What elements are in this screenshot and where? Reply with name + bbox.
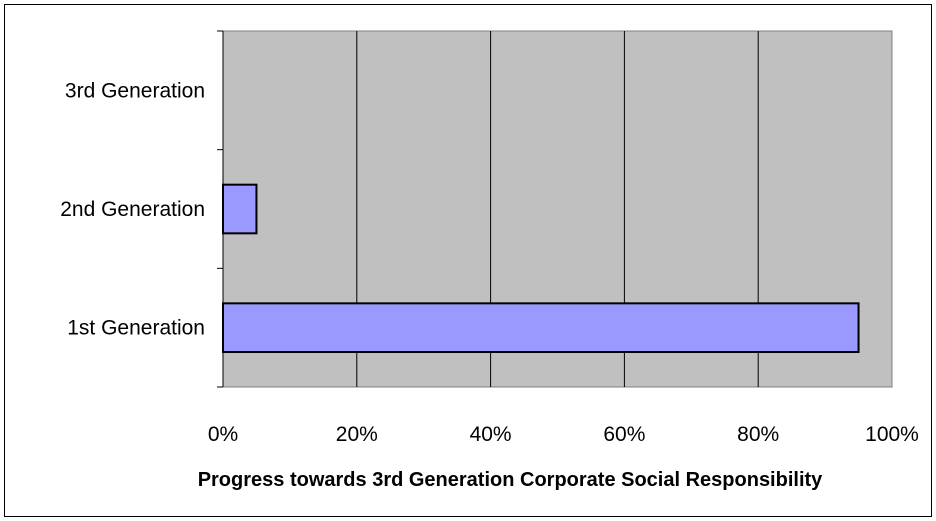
x-tick-label: 20% <box>336 423 378 446</box>
x-tick-label: 60% <box>603 423 645 446</box>
bar <box>222 183 258 235</box>
x-tick-label: 0% <box>208 423 238 446</box>
x-tick-label: 80% <box>737 423 779 446</box>
y-axis <box>217 30 224 388</box>
x-tick-label: 100% <box>865 423 919 446</box>
x-axis-ticks: 0% 20% 40% 60% 80% 100% <box>208 423 919 446</box>
x-tick-label: 40% <box>470 423 512 446</box>
category-label: 1st Generation <box>67 317 205 340</box>
x-axis-title: Progress towards 3rd Generation Corporat… <box>198 469 823 491</box>
bar <box>222 302 860 353</box>
y-axis-labels: 1st Generation 2nd Generation 3rd Generati… <box>60 79 205 339</box>
category-label: 2nd Generation <box>60 198 205 221</box>
bars <box>222 183 860 353</box>
category-label: 3rd Generation <box>65 79 205 102</box>
